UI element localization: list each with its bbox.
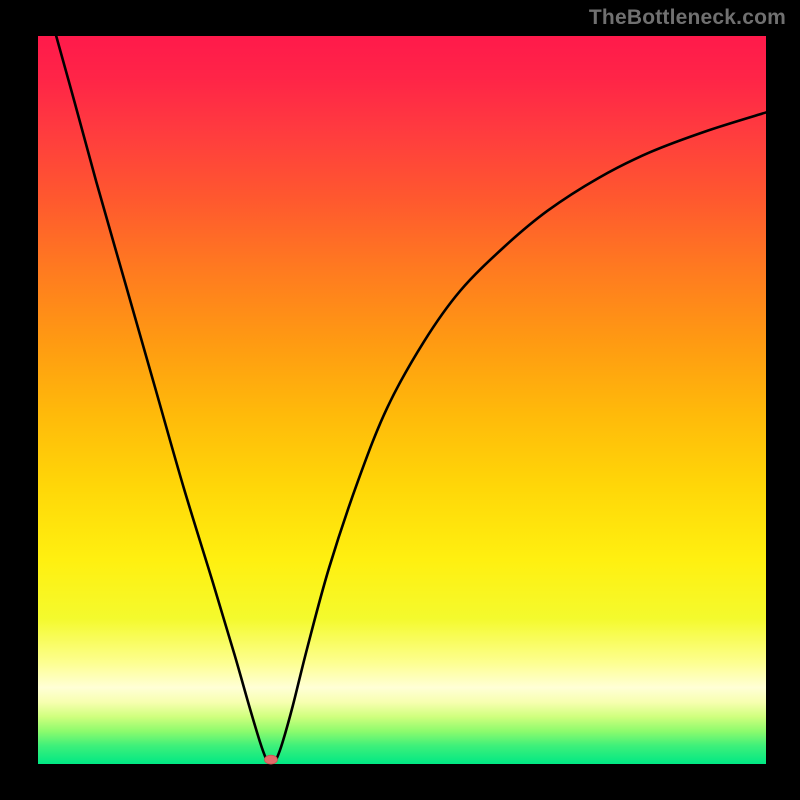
chart-container: { "watermark": { "text": "TheBottleneck.…	[0, 0, 800, 800]
chart-svg	[0, 0, 800, 800]
minimum-marker	[264, 755, 277, 764]
plot-background	[38, 36, 766, 764]
watermark-text: TheBottleneck.com	[589, 6, 786, 30]
